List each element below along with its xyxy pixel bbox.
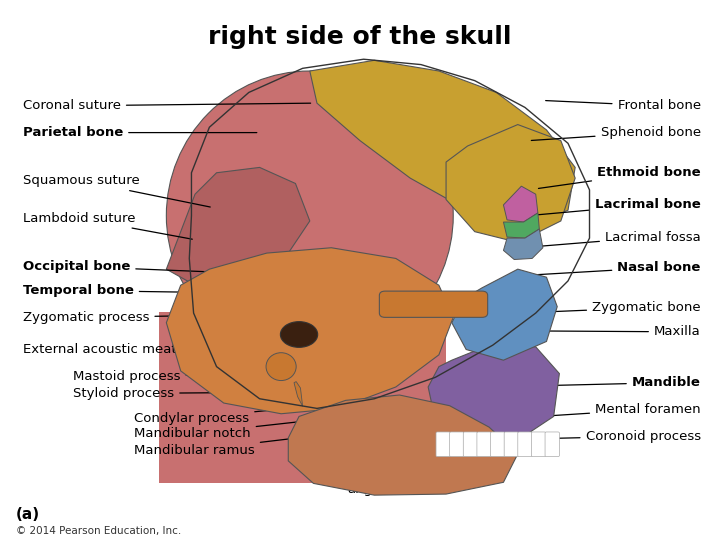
Text: Squamous suture: Squamous suture [23,174,210,207]
Text: Mental foramen: Mental foramen [542,403,701,416]
Polygon shape [503,229,543,260]
Text: Frontal bone: Frontal bone [546,99,701,112]
Text: Mandible: Mandible [535,376,701,389]
FancyBboxPatch shape [463,432,477,457]
Text: Lacrimal fossa: Lacrimal fossa [524,231,701,247]
Polygon shape [503,186,538,222]
FancyBboxPatch shape [436,432,451,457]
FancyBboxPatch shape [477,432,491,457]
Ellipse shape [280,322,318,347]
Text: Temporal bone: Temporal bone [23,284,261,297]
Text: Mandibular ramus: Mandibular ramus [134,435,318,457]
Text: Parietal bone: Parietal bone [23,126,257,139]
Text: Sphenoid bone: Sphenoid bone [531,126,701,140]
Text: External acoustic meatus: External acoustic meatus [23,343,275,356]
Ellipse shape [166,71,453,360]
Polygon shape [503,213,539,238]
Text: Ethmoid bone: Ethmoid bone [539,166,701,188]
Text: Lacrimal bone: Lacrimal bone [531,198,701,215]
Text: Mandibular
angle: Mandibular angle [328,446,403,496]
FancyBboxPatch shape [545,432,559,457]
FancyBboxPatch shape [450,432,464,457]
Polygon shape [446,125,575,242]
FancyBboxPatch shape [159,312,446,483]
Polygon shape [310,60,575,226]
Text: Mastoid process: Mastoid process [73,370,275,383]
Text: Coronoid process: Coronoid process [531,430,701,443]
Text: Zygomatic bone: Zygomatic bone [521,301,701,314]
Polygon shape [452,269,557,360]
Polygon shape [288,395,518,495]
Ellipse shape [266,353,296,381]
Text: Occipital bone: Occipital bone [23,260,207,273]
Text: Nasal bone: Nasal bone [524,261,701,275]
Text: Lambdoid suture: Lambdoid suture [23,212,192,239]
FancyBboxPatch shape [379,291,487,318]
Polygon shape [166,167,310,285]
FancyBboxPatch shape [504,432,518,457]
Text: Maxilla: Maxilla [506,325,701,339]
Text: Zygomatic process: Zygomatic process [23,311,257,324]
FancyBboxPatch shape [518,432,532,457]
Text: Styloid process: Styloid process [73,387,275,400]
Polygon shape [428,345,559,440]
FancyBboxPatch shape [531,432,546,457]
Text: © 2014 Pearson Education, Inc.: © 2014 Pearson Education, Inc. [16,526,181,536]
Text: Mandibular notch: Mandibular notch [134,421,310,440]
Polygon shape [166,248,453,414]
FancyBboxPatch shape [490,432,505,457]
Text: right side of the skull: right side of the skull [208,25,512,50]
Text: Coronal suture: Coronal suture [23,99,310,112]
Text: Condylar process: Condylar process [134,409,286,424]
Polygon shape [294,382,302,406]
Text: (a): (a) [16,508,40,523]
